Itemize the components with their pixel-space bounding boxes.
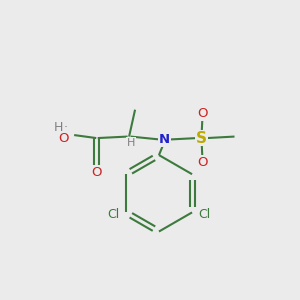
Text: H: H	[127, 138, 135, 148]
Text: O: O	[197, 156, 208, 169]
Text: H: H	[53, 121, 63, 134]
Text: O: O	[58, 132, 69, 145]
Text: O: O	[91, 166, 101, 178]
Text: ·: ·	[63, 121, 68, 134]
Text: S: S	[196, 130, 207, 146]
Text: Cl: Cl	[107, 208, 119, 221]
Text: N: N	[159, 133, 170, 146]
Text: O: O	[197, 107, 208, 120]
Text: Cl: Cl	[199, 208, 211, 221]
